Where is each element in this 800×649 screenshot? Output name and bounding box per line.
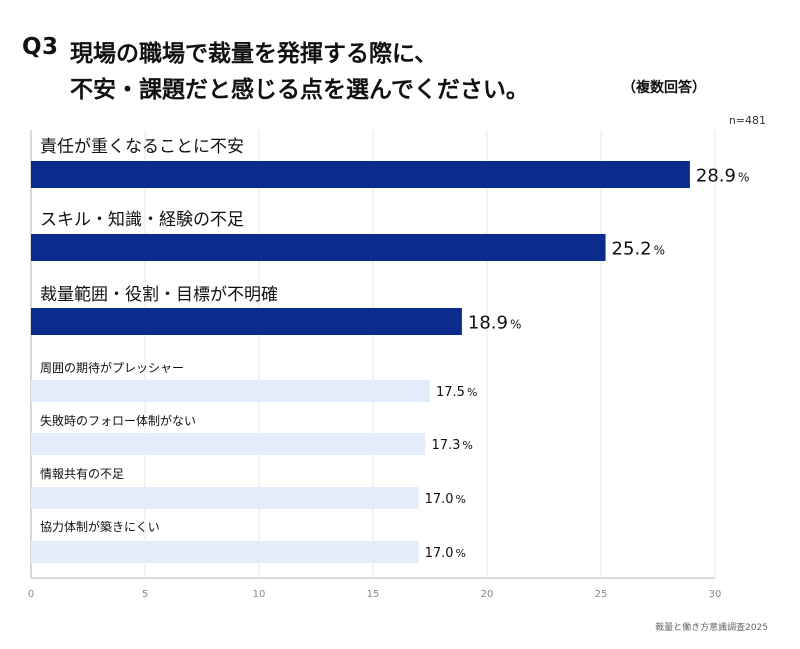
x-tick-label: 15: [367, 589, 380, 600]
x-tick-label: 5: [142, 589, 148, 600]
bar: [31, 234, 606, 261]
bar: [31, 380, 430, 402]
chart-title-line2: 不安・課題だと感じる点を選んでください。: [70, 77, 529, 103]
data-label: 17.0%: [425, 546, 466, 561]
category-label: 失敗時のフォロー体制がない: [40, 413, 196, 428]
sample-size: n=481: [728, 114, 766, 127]
multiple-answer-note: （複数回答）: [622, 80, 706, 96]
bar: [31, 308, 462, 335]
category-label: 情報共有の不足: [40, 467, 124, 481]
x-tick-label: 30: [709, 589, 722, 600]
data-label: 17.0%: [425, 492, 466, 507]
source-note: 裁量と働き方意識調査2025: [655, 623, 768, 633]
category-label: スキル・知識・経験の不足: [40, 210, 244, 230]
category-label: 協力体制が築きにくい: [40, 519, 160, 534]
data-label: 17.5%: [436, 385, 477, 400]
question-number: Q3: [22, 34, 59, 60]
data-label: 25.2%: [612, 239, 665, 260]
bar: [31, 541, 419, 563]
x-tick-label: 10: [253, 589, 266, 600]
bar: [31, 161, 690, 188]
category-label: 周囲の期待がプレッシャー: [40, 360, 184, 375]
category-label: 裁量範囲・役割・目標が不明確: [40, 285, 278, 305]
data-label: 28.9%: [696, 166, 749, 187]
bar: [31, 487, 419, 509]
data-label: 18.9%: [468, 313, 521, 334]
x-tick-label: 25: [595, 589, 608, 600]
x-tick-label: 20: [481, 589, 494, 600]
x-tick-label: 0: [28, 589, 34, 600]
bar: [31, 433, 426, 455]
data-label: 17.3%: [431, 438, 472, 453]
category-label: 責任が重くなることに不安: [40, 137, 244, 157]
chart-title-line1: 現場の職場で裁量を発揮する際に、: [70, 41, 438, 67]
